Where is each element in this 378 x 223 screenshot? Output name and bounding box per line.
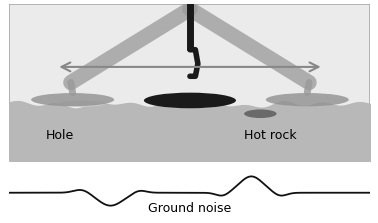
Text: Hot rock: Hot rock	[244, 129, 297, 142]
Ellipse shape	[58, 100, 105, 107]
Ellipse shape	[266, 93, 349, 106]
Ellipse shape	[31, 93, 114, 106]
Ellipse shape	[144, 93, 236, 108]
Text: Hole: Hole	[46, 129, 74, 142]
Ellipse shape	[244, 109, 277, 118]
Text: Ground noise: Ground noise	[148, 202, 232, 215]
